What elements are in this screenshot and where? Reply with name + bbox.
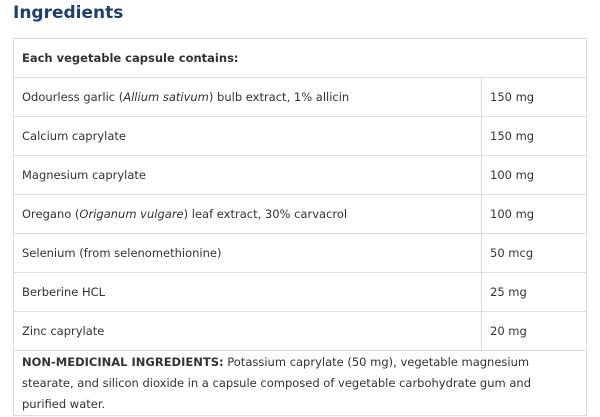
ingredient-name: Selenium (from selenomethionine) bbox=[13, 233, 482, 273]
table-body: Each vegetable capsule contains: Odourle… bbox=[13, 38, 587, 416]
ingredient-row: Oregano (Origanum vulgare) leaf extract,… bbox=[13, 194, 587, 234]
ingredient-amount: 100 mg bbox=[481, 155, 587, 195]
ingredient-amount: 50 mcg bbox=[481, 233, 587, 273]
name-text: Odourless garlic ( bbox=[22, 90, 124, 104]
name-text: Zinc caprylate bbox=[22, 324, 105, 338]
name-text: Selenium (from selenomethionine) bbox=[22, 246, 222, 260]
ingredient-row: Selenium (from selenomethionine) 50 mcg bbox=[13, 233, 587, 273]
ingredient-row: Magnesium caprylate 100 mg bbox=[13, 155, 587, 195]
footer-cell: NON-MEDICINAL INGREDIENTS: Potassium cap… bbox=[13, 350, 587, 416]
header-cell: Each vegetable capsule contains: bbox=[13, 38, 587, 78]
latin-name: Origanum vulgare bbox=[79, 207, 184, 221]
section-title: Ingredients bbox=[13, 3, 124, 23]
ingredient-row: Berberine HCL 25 mg bbox=[13, 272, 587, 312]
ingredient-name: Calcium caprylate bbox=[13, 116, 482, 156]
ingredient-amount: 150 mg bbox=[481, 116, 587, 156]
footer-label: NON-MEDICINAL INGREDIENTS: bbox=[22, 355, 224, 369]
name-text: Berberine HCL bbox=[22, 285, 106, 299]
ingredient-row: Calcium caprylate 150 mg bbox=[13, 116, 587, 156]
ingredient-amount: 100 mg bbox=[481, 194, 587, 234]
ingredient-row: Zinc caprylate 20 mg bbox=[13, 311, 587, 351]
ingredient-name: Oregano (Origanum vulgare) leaf extract,… bbox=[13, 194, 482, 234]
name-text: Magnesium caprylate bbox=[22, 168, 146, 182]
name-text: Oregano ( bbox=[22, 207, 80, 221]
name-text: Calcium caprylate bbox=[22, 129, 126, 143]
name-text: ) leaf extract, 30% carvacrol bbox=[183, 207, 348, 221]
header-row: Each vegetable capsule contains: bbox=[13, 38, 587, 78]
ingredient-name: Berberine HCL bbox=[13, 272, 482, 312]
ingredient-name: Odourless garlic (Allium sativum) bulb e… bbox=[13, 77, 482, 117]
footer-row: NON-MEDICINAL INGREDIENTS: Potassium cap… bbox=[13, 350, 587, 416]
latin-name: Allium sativum bbox=[123, 90, 209, 104]
ingredient-name: Magnesium caprylate bbox=[13, 155, 482, 195]
ingredient-amount: 25 mg bbox=[481, 272, 587, 312]
ingredient-row: Odourless garlic (Allium sativum) bulb e… bbox=[13, 77, 587, 117]
footer-text: Potassium caprylate (50 mg), vegetable m… bbox=[22, 355, 532, 411]
ingredient-amount: 150 mg bbox=[481, 77, 587, 117]
ingredient-name: Zinc caprylate bbox=[13, 311, 482, 351]
ingredient-amount: 20 mg bbox=[481, 311, 587, 351]
name-text: ) bulb extract, 1% allicin bbox=[208, 90, 350, 104]
ingredients-table: Each vegetable capsule contains: Odourle… bbox=[13, 38, 587, 416]
